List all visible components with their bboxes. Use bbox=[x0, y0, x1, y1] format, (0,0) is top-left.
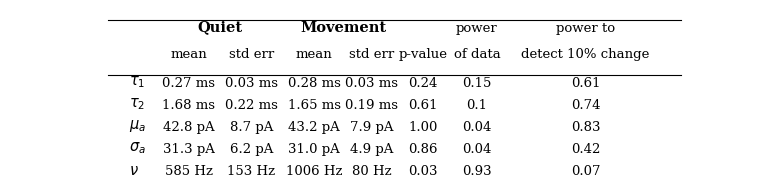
Text: 1.65 ms: 1.65 ms bbox=[287, 99, 340, 112]
Text: of data: of data bbox=[454, 48, 500, 61]
Text: $\tau_1$: $\tau_1$ bbox=[129, 74, 146, 90]
Text: 153 Hz: 153 Hz bbox=[227, 165, 276, 178]
Text: 0.03 ms: 0.03 ms bbox=[346, 77, 398, 90]
Text: 31.3 pA: 31.3 pA bbox=[162, 143, 215, 156]
Text: 8.7 pA: 8.7 pA bbox=[229, 121, 273, 134]
Text: 0.61: 0.61 bbox=[571, 77, 601, 90]
Text: 0.74: 0.74 bbox=[571, 99, 601, 112]
Text: 1006 Hz: 1006 Hz bbox=[286, 165, 343, 178]
Text: 0.03 ms: 0.03 ms bbox=[225, 77, 278, 90]
Text: 0.86: 0.86 bbox=[409, 143, 438, 156]
Text: Movement: Movement bbox=[300, 21, 386, 35]
Text: $\mu_a$: $\mu_a$ bbox=[129, 118, 146, 134]
Text: 0.93: 0.93 bbox=[462, 165, 492, 178]
Text: 42.8 pA: 42.8 pA bbox=[163, 121, 215, 134]
Text: detect 10% change: detect 10% change bbox=[521, 48, 650, 61]
Text: $\nu$: $\nu$ bbox=[129, 163, 139, 178]
Text: std err: std err bbox=[229, 48, 274, 61]
Text: Quiet: Quiet bbox=[198, 21, 243, 35]
Text: 0.15: 0.15 bbox=[462, 77, 492, 90]
Text: 7.9 pA: 7.9 pA bbox=[350, 121, 393, 134]
Text: 0.22 ms: 0.22 ms bbox=[225, 99, 278, 112]
Text: 1.68 ms: 1.68 ms bbox=[162, 99, 216, 112]
Text: 585 Hz: 585 Hz bbox=[165, 165, 213, 178]
Text: 0.04: 0.04 bbox=[462, 121, 492, 134]
Text: 0.42: 0.42 bbox=[571, 143, 601, 156]
Text: power: power bbox=[456, 21, 498, 35]
Text: 0.61: 0.61 bbox=[409, 99, 438, 112]
Text: 0.27 ms: 0.27 ms bbox=[162, 77, 216, 90]
Text: $\tau_2$: $\tau_2$ bbox=[129, 96, 146, 112]
Text: std err: std err bbox=[350, 48, 394, 61]
Text: 0.19 ms: 0.19 ms bbox=[346, 99, 398, 112]
Text: power to: power to bbox=[556, 21, 615, 35]
Text: 0.07: 0.07 bbox=[571, 165, 601, 178]
Text: 0.83: 0.83 bbox=[571, 121, 601, 134]
Text: 43.2 pA: 43.2 pA bbox=[288, 121, 340, 134]
Text: 6.2 pA: 6.2 pA bbox=[229, 143, 273, 156]
Text: 1.00: 1.00 bbox=[409, 121, 438, 134]
Text: 80 Hz: 80 Hz bbox=[352, 165, 392, 178]
Text: 4.9 pA: 4.9 pA bbox=[350, 143, 393, 156]
Text: 0.1: 0.1 bbox=[467, 99, 487, 112]
Text: p-value: p-value bbox=[399, 48, 448, 61]
Text: 0.28 ms: 0.28 ms bbox=[288, 77, 340, 90]
Text: 0.04: 0.04 bbox=[462, 143, 492, 156]
Text: 31.0 pA: 31.0 pA bbox=[288, 143, 340, 156]
Text: mean: mean bbox=[296, 48, 333, 61]
Text: 0.03: 0.03 bbox=[409, 165, 438, 178]
Text: $\sigma_a$: $\sigma_a$ bbox=[129, 140, 146, 156]
Text: mean: mean bbox=[170, 48, 207, 61]
Text: 0.24: 0.24 bbox=[409, 77, 438, 90]
